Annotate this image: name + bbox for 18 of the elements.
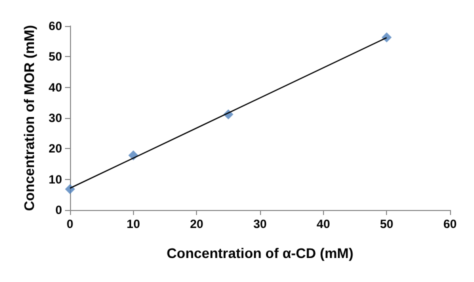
y-tick-label: 50 [48,50,62,64]
point [65,184,75,194]
x-axis-title: Concentration of α-CD (mM) [166,245,354,261]
point [382,32,392,42]
y-tick-label: 40 [48,80,62,94]
x-tick-label: 40 [316,217,330,231]
y-tick-label: 30 [48,111,62,125]
y-tick-label: 20 [48,142,62,156]
x-tick-label: 0 [66,217,74,231]
x-tick-label: 20 [190,217,204,231]
x-tick-label: 50 [380,217,394,231]
y-tick-label: 10 [48,172,62,186]
y-tick-label: 60 [48,19,62,33]
x-tick-label: 30 [253,217,267,231]
x-tick-label: 10 [126,217,140,231]
y-axis-title: Concentration of MOR (mM) [21,25,37,211]
y-tick-label: 0 [55,203,62,217]
x-tick-label: 60 [443,217,457,231]
